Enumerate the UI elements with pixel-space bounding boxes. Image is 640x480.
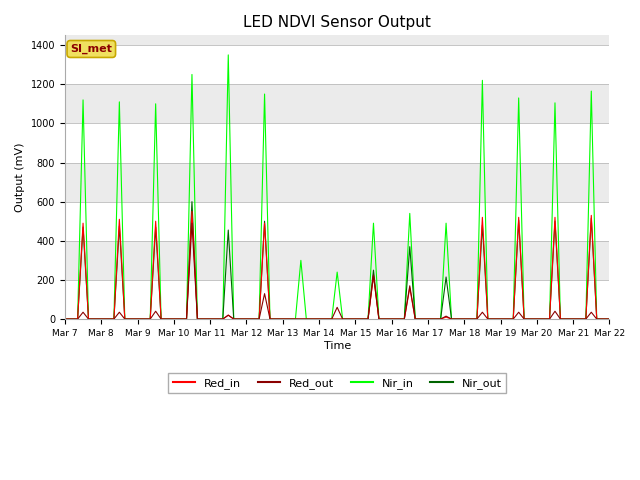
- Title: LED NDVI Sensor Output: LED NDVI Sensor Output: [243, 15, 431, 30]
- Red_in: [61, 316, 68, 322]
- Nir_out: [497, 316, 504, 322]
- Nir_in: [551, 100, 559, 106]
- Red_out: [497, 316, 504, 322]
- Nir_out: [605, 316, 613, 322]
- Red_in: [551, 215, 559, 220]
- Red_in: [188, 209, 196, 215]
- Nir_out: [61, 316, 68, 322]
- Nir_in: [479, 77, 486, 83]
- Nir_in: [605, 316, 613, 322]
- Red_out: [188, 220, 196, 226]
- Red_out: [551, 308, 559, 314]
- Red_out: [605, 316, 613, 322]
- Bar: [65, 280, 609, 319]
- Line: Nir_out: Nir_out: [65, 202, 609, 319]
- Red_in: [605, 316, 613, 322]
- Red_in: [515, 215, 522, 220]
- Red_in: [110, 316, 118, 322]
- Bar: [65, 123, 609, 163]
- Bar: [65, 45, 609, 84]
- Red_in: [479, 215, 486, 220]
- Nir_out: [497, 316, 504, 322]
- Nir_in: [515, 95, 522, 101]
- Nir_in: [61, 316, 68, 322]
- Red_out: [497, 316, 504, 322]
- Nir_out: [515, 217, 522, 223]
- Line: Red_in: Red_in: [65, 212, 609, 319]
- Red_out: [479, 309, 486, 315]
- Nir_out: [188, 199, 196, 204]
- Text: SI_met: SI_met: [70, 44, 112, 54]
- Nir_in: [497, 316, 504, 322]
- Nir_out: [479, 222, 486, 228]
- Nir_out: [551, 218, 559, 224]
- Nir_out: [110, 316, 118, 322]
- Red_out: [61, 316, 68, 322]
- Nir_in: [110, 316, 118, 322]
- X-axis label: Time: Time: [324, 341, 351, 350]
- Line: Red_out: Red_out: [65, 223, 609, 319]
- Nir_in: [225, 52, 232, 58]
- Line: Nir_in: Nir_in: [65, 55, 609, 319]
- Red_out: [110, 316, 118, 322]
- Red_in: [497, 316, 504, 322]
- Bar: [65, 202, 609, 241]
- Legend: Red_in, Red_out, Nir_in, Nir_out: Red_in, Red_out, Nir_in, Nir_out: [168, 373, 506, 393]
- Y-axis label: Output (mV): Output (mV): [15, 143, 25, 212]
- Nir_in: [497, 316, 504, 322]
- Red_out: [515, 309, 522, 315]
- Red_in: [497, 316, 504, 322]
